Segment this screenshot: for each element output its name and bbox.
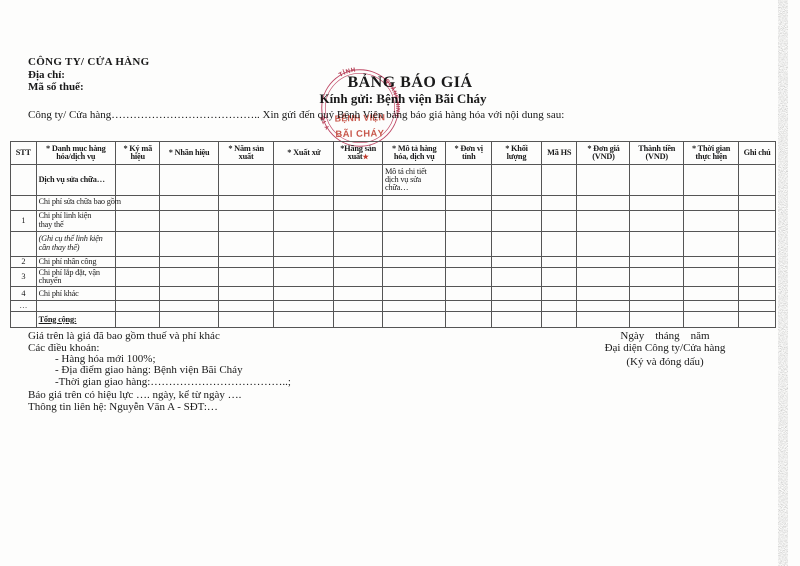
svg-text:BỆNH VIỆN: BỆNH VIỆN (335, 111, 386, 123)
svg-text:TỈNH: TỈNH (338, 67, 356, 78)
svg-text:BÃI CHÁY: BÃI CHÁY (335, 127, 385, 139)
svg-text:Y TẾ: Y TẾ (319, 115, 331, 130)
svg-text:QUẢNG NINH: QUẢNG NINH (383, 78, 400, 117)
